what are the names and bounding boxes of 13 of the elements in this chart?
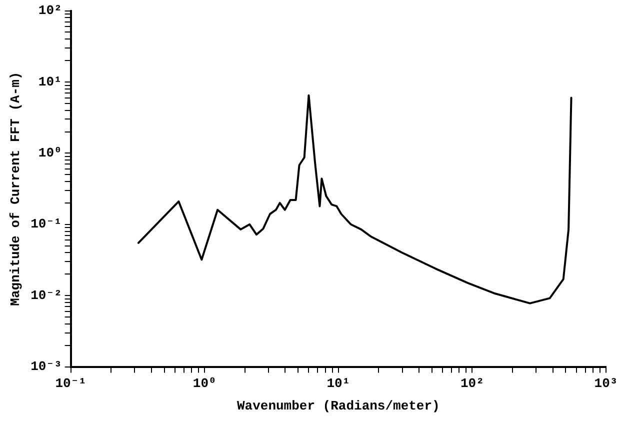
y-tick-label: 10⁻²: [30, 288, 62, 303]
x-axis-title: Wavenumber (Radians/meter): [236, 398, 440, 414]
x-tick-label: 10³: [594, 376, 618, 391]
y-tick-label: 10⁻¹: [30, 216, 62, 232]
y-tick-label: 10¹: [38, 74, 62, 90]
x-tick-label: 10⁰: [192, 376, 216, 391]
x-tick-label: 10⁻¹: [55, 376, 86, 391]
y-tick-label: 10⁻³: [30, 359, 62, 374]
y-tick-label: 10⁰: [38, 145, 62, 160]
y-tick-label: 10²: [38, 3, 62, 18]
x-tick-label: 10²: [460, 376, 484, 391]
y-axis-title: Magnitude of Current FFT (A-m): [8, 72, 24, 306]
x-tick-label: 10¹: [326, 376, 350, 391]
